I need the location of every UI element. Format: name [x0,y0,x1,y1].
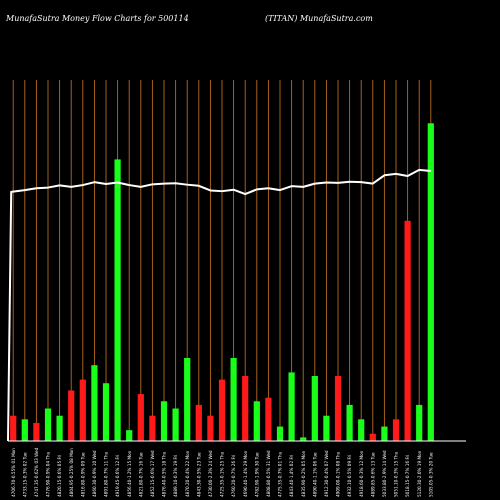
price-line [7,168,431,442]
x-tick-label: 5033.80-2.9% 14 Wed [382,450,387,497]
bar [56,415,63,441]
bar [323,415,330,441]
bar [404,220,411,441]
bar [91,365,98,441]
bar [288,372,295,441]
bar [230,357,237,441]
bar [21,419,28,441]
chart-subtitle: (TITAN) MunafaSutra.com [265,14,373,23]
bar [265,397,272,441]
bar [334,376,342,441]
bar [369,433,376,441]
bar [358,419,365,441]
bar [33,422,40,441]
x-tick-label: 4890.40-1.1% 06 Tue [312,452,317,497]
x-tick-label: 4821.80-0.7% 16 Tue [138,452,143,497]
bar [102,383,110,441]
bar [149,415,156,441]
x-tick-label: 4730.00-2.3% 24 Wed [208,450,213,497]
x-tick-label: 4889.85-0.6% 13 Tue [370,452,375,497]
bar [300,437,307,441]
x-tick-label: 4932.10-0.5% 09 Fri [347,455,352,497]
x-tick-label: 4852.15-0.6% 17 Wed [150,450,155,497]
bar [79,379,86,441]
x-tick-label: 4843.30-0.5% 23 Tue [196,452,201,497]
x-tick-label: 4820.15-0.6% 05 Fri [57,455,62,497]
bar [114,159,121,442]
chart-title: MunafaSutra Money Flow Charts for 500114 [6,14,189,23]
x-tick-label: 4860.30-0.9% 10 Wed [92,450,97,497]
x-tick-label: 5105.05-0.3% 20 Tue [428,452,433,497]
bar [311,376,318,441]
bar [172,408,179,441]
x-tick-label: 4747.35-0.62% 03 Wed [34,447,39,497]
x-tick-label: 4816.80-0.9% 09 Tue [80,452,85,497]
x-tick-label: 4782.90-1.9% 30 Tue [254,452,259,497]
bar [253,401,260,441]
x-tick-label: 4733.15-0.3% 02 Tue [22,452,27,497]
bar [276,426,284,441]
bar [242,376,249,441]
x-tick-label: 4725.35-0.1% 25 Thu [220,451,225,497]
bar [392,419,400,441]
x-tick-label: 4775.35-0.7% 01 Thu [278,451,283,497]
bar [381,426,388,441]
bar [137,394,144,441]
bar [184,357,191,441]
bar [68,390,75,441]
grid-lines [12,80,432,441]
x-tick-label: 4870.20-0.4% 22 Mon [185,450,190,497]
x-tick-label: 4776.90-0.9% 04 Thu [46,451,51,497]
bar [416,404,423,441]
bar [346,404,353,441]
bar [195,404,202,441]
x-tick-label: 4843.40-1.4% 02 Fri [289,455,294,497]
x-tick-label: 4889.10-0.3% 19 Fri [173,455,178,497]
x-tick-label: 4835.90-0.2% 05 Mon [301,450,306,497]
bar [207,415,214,441]
x-tick-label: 4909.00-0.1% 08 Thu [336,451,341,497]
x-tick-label: 4876.40-0.5% 18 Thu [162,451,167,497]
x-tick-label: 4912.30-0.4% 07 Wed [324,450,329,497]
bar [44,408,52,441]
x-tick-label: 4856.40-1.2% 15 Mon [127,450,132,497]
x-tick-label: 5051.10-0.3% 15 Thu [394,451,399,497]
x-tick-label: 5120.30-2.0% 19 Mon [417,450,422,497]
x-tick-label: 4891.80-0.7% 11 Thu [104,451,109,497]
bar-series [10,123,434,442]
bar [427,123,434,441]
bar [10,415,17,441]
x-tick-label: 4706.70-0.55% 01 Mon [11,448,16,497]
bar [160,401,168,441]
bar [126,430,133,441]
x-tick-label: 4690.40-1.4% 29 Mon [243,450,248,497]
x-tick-label: 4804.95-0.25% 08 Mon [69,448,74,497]
x-tick-label: 4919.45-0.6% 12 Fri [115,455,120,497]
x-tick-label: 5018.15-0.7% 16 Fri [405,455,410,497]
bar [218,379,226,441]
x-tick-label: 4760.20-0.7% 26 Fri [231,455,236,497]
x-tick-label: 4808.80-0.5% 31 Wed [266,450,271,497]
x-tick-label: 4918.60-0.3% 12 Mon [359,450,364,497]
x-tick-labels: 4706.70-0.55% 01 Mon 4733.15-0.3% 02 Tue 4… [11,447,434,497]
